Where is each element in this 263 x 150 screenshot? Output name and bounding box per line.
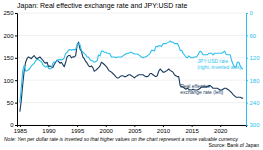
tick-label: 250 bbox=[3, 10, 14, 16]
tick: 60 bbox=[246, 33, 257, 39]
tick-label: 2005 bbox=[128, 128, 142, 134]
tick-mark bbox=[106, 125, 107, 127]
tick-mark bbox=[246, 125, 248, 126]
tick-mark bbox=[163, 125, 164, 127]
title: Japan: Real effective exchange rate and … bbox=[17, 2, 187, 10]
tick-label: 0 bbox=[10, 122, 14, 128]
tick-mark bbox=[77, 125, 78, 127]
grid-line bbox=[17, 80, 246, 81]
tick: 180 bbox=[246, 78, 260, 84]
tick: 50 bbox=[7, 100, 17, 106]
tick: 2010 bbox=[157, 125, 171, 134]
axis-line bbox=[15, 14, 18, 126]
annotation-line: (right, inverted axis) bbox=[197, 64, 241, 70]
note-line: Note: Yen per dollar rate is inverted so… bbox=[4, 136, 239, 142]
source: Source: Bank of Japan bbox=[208, 142, 259, 148]
tick-label: 120 bbox=[250, 55, 261, 61]
tick-mark bbox=[48, 125, 49, 127]
tick: 150 bbox=[3, 55, 17, 61]
tick-label: 1990 bbox=[42, 128, 56, 134]
tick: 250 bbox=[3, 10, 17, 16]
grid bbox=[17, 13, 246, 125]
axis-line bbox=[247, 14, 249, 126]
tick-mark bbox=[15, 13, 17, 14]
tick-label: 60 bbox=[250, 33, 257, 39]
tick-mark bbox=[246, 103, 248, 104]
tick-label: 180 bbox=[250, 78, 261, 84]
grid-line bbox=[17, 13, 246, 14]
tick-label: 0 bbox=[250, 10, 254, 16]
chart-container: Note: Yen per dollar rate is inverted so… bbox=[0, 0, 263, 150]
tick: 2020 bbox=[214, 125, 228, 134]
annotation-line: Real effective bbox=[180, 83, 212, 89]
annotation: Real effective exchange rate (left) bbox=[180, 83, 223, 96]
tick-mark bbox=[192, 125, 193, 127]
tick-label: 200 bbox=[3, 33, 14, 39]
tick: 120 bbox=[246, 55, 260, 61]
tick-mark bbox=[15, 35, 17, 36]
tick-label: 50 bbox=[7, 100, 14, 106]
tick: 1990 bbox=[42, 125, 56, 134]
tick-mark bbox=[134, 125, 135, 127]
tick-mark bbox=[15, 103, 17, 104]
annotation-line: JPY:USD rate bbox=[197, 58, 229, 64]
tick: 0 bbox=[246, 10, 254, 16]
tick-label: 240 bbox=[250, 100, 261, 106]
tick-label: 300 bbox=[250, 122, 261, 128]
tick: 2005 bbox=[128, 125, 142, 134]
tick: 1985 bbox=[14, 125, 28, 134]
tick-label: 1995 bbox=[71, 128, 85, 134]
tick-mark bbox=[246, 58, 248, 59]
tick-label: 2010 bbox=[157, 128, 171, 134]
tick-mark bbox=[15, 125, 17, 126]
grid-line bbox=[17, 102, 246, 103]
grid-line bbox=[17, 35, 246, 36]
tick-mark bbox=[20, 125, 21, 127]
tick-mark bbox=[15, 80, 17, 81]
y2-axis: 300 240 180 120 60 0 bbox=[246, 10, 260, 128]
tick: 2015 bbox=[185, 125, 199, 134]
tick-label: 2000 bbox=[100, 128, 114, 134]
tick-label: 1985 bbox=[14, 128, 28, 134]
tick-label: 2020 bbox=[214, 128, 228, 134]
series-line bbox=[20, 41, 243, 103]
tick-label: 100 bbox=[3, 78, 14, 84]
annotation: JPY:USD rate (right, inverted axis) bbox=[197, 58, 241, 71]
chart: Note: Yen per dollar rate is inverted so… bbox=[0, 0, 263, 150]
tick-mark bbox=[246, 35, 248, 36]
tick-mark bbox=[220, 125, 221, 127]
tick: 0 bbox=[10, 122, 17, 128]
tick: 300 bbox=[246, 122, 260, 128]
x-axis: 1985 1990 1995 2000 2005 2010 2015 2020 bbox=[14, 125, 247, 134]
tick-mark bbox=[246, 80, 248, 81]
tick: 1995 bbox=[71, 125, 85, 134]
tick: 240 bbox=[246, 100, 260, 106]
tick: 2000 bbox=[100, 125, 114, 134]
y-axis: 0 50 100 150 200 250 bbox=[3, 10, 17, 128]
tick: 100 bbox=[3, 78, 17, 84]
tick-label: 2015 bbox=[185, 128, 199, 134]
note: Note: Yen per dollar rate is inverted so… bbox=[4, 136, 239, 142]
series-lines bbox=[20, 41, 243, 112]
tick-label: 150 bbox=[3, 55, 14, 61]
tick-mark bbox=[246, 13, 248, 14]
annotation-line: exchange rate (left) bbox=[180, 89, 223, 95]
tick-mark bbox=[15, 58, 17, 59]
tick: 200 bbox=[3, 33, 17, 39]
